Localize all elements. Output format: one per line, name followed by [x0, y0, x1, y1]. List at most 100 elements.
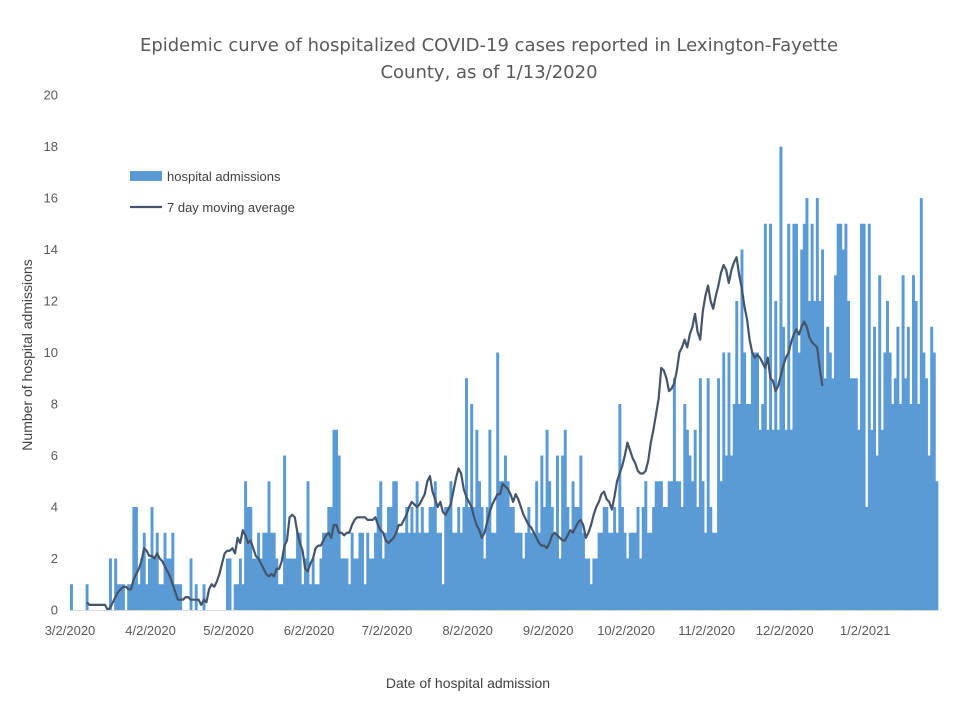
admission-bar	[415, 481, 419, 610]
admission-bar	[116, 584, 120, 610]
admission-bar	[155, 532, 159, 610]
admission-bar	[919, 198, 923, 610]
admission-bar	[711, 532, 715, 610]
admission-bar	[272, 532, 276, 610]
admission-bar	[722, 352, 726, 610]
admission-bar	[194, 584, 198, 610]
admission-bar	[413, 532, 416, 610]
admission-bar	[316, 584, 320, 610]
admission-bar	[623, 532, 627, 610]
y-tick-label: 2	[51, 551, 58, 566]
admission-bar	[841, 249, 845, 610]
admission-bar	[579, 455, 583, 610]
admission-bar	[381, 558, 385, 610]
admission-bar	[883, 352, 887, 610]
admission-bar	[587, 558, 591, 610]
y-tick-label: 0	[51, 603, 58, 618]
admission-bar	[145, 584, 149, 610]
admission-bar	[932, 352, 936, 610]
y-tick-label: 10	[44, 345, 58, 360]
admission-bar	[160, 584, 164, 610]
admission-bar	[540, 455, 544, 610]
admission-bar	[594, 558, 598, 610]
admission-bar	[368, 558, 372, 610]
admission-bar	[766, 429, 770, 610]
admission-bar	[727, 352, 731, 610]
admission-bar	[485, 507, 489, 610]
admission-bar	[527, 507, 531, 610]
admission-bar	[436, 532, 440, 610]
admission-bar	[225, 558, 229, 610]
x-tick-label: 6/2/2020	[284, 623, 335, 638]
admission-bar	[322, 532, 326, 610]
admission-bar	[342, 558, 346, 610]
admission-bar	[620, 507, 624, 610]
admission-bar	[691, 481, 695, 610]
admission-bar	[293, 558, 297, 610]
admission-bar	[350, 532, 354, 610]
admission-bar	[774, 301, 778, 610]
admission-bar	[737, 404, 741, 610]
y-tick-label: 18	[44, 139, 58, 154]
admission-bar	[452, 532, 455, 610]
admission-bar	[511, 507, 515, 610]
admission-bar	[917, 404, 921, 610]
admission-bar	[327, 507, 331, 610]
admission-bar	[615, 532, 619, 610]
admission-bar	[706, 378, 710, 610]
admission-bar	[714, 532, 718, 610]
legend-bar-label: hospital admissions	[167, 169, 281, 184]
admission-bar	[441, 584, 445, 610]
admission-bar	[912, 275, 915, 610]
admission-bar	[329, 507, 333, 610]
admission-bar	[137, 584, 141, 610]
admission-bar	[574, 507, 578, 610]
admission-bar	[821, 249, 824, 610]
chart-title-line2: County, as of 1/13/2020	[380, 62, 597, 83]
admission-bar	[815, 198, 819, 610]
admission-bar	[537, 532, 541, 610]
admission-bar	[873, 326, 876, 610]
admission-bar	[446, 507, 450, 610]
admission-bar	[865, 507, 869, 610]
admission-bar	[303, 558, 307, 610]
admission-bar	[589, 584, 593, 610]
admission-bar	[860, 223, 863, 610]
admission-bar	[410, 507, 414, 610]
admission-bar	[389, 507, 393, 610]
admission-bar	[467, 507, 471, 610]
admission-bar	[753, 352, 757, 610]
admission-bar	[828, 352, 832, 610]
admission-bar	[849, 378, 853, 610]
admission-bar	[366, 532, 370, 610]
admission-bar	[70, 584, 73, 610]
admission-bar	[459, 532, 463, 610]
admission-bar	[249, 507, 253, 610]
admission-bar	[397, 532, 401, 610]
y-tick-label: 20	[44, 88, 58, 103]
admission-bar	[285, 558, 289, 610]
x-tick-label: 4/2/2020	[125, 623, 176, 638]
admission-bar	[870, 429, 874, 610]
admission-bar	[147, 558, 151, 610]
admission-bar	[659, 481, 663, 610]
admission-bar	[633, 532, 637, 610]
admission-bar	[202, 584, 206, 610]
admission-bar	[119, 584, 123, 610]
x-tick-label: 8/2/2020	[442, 623, 493, 638]
admission-bar	[639, 558, 643, 610]
admission-bar	[314, 584, 318, 610]
admission-bar	[808, 301, 812, 610]
admission-bar	[709, 507, 713, 610]
admission-bar	[298, 532, 302, 610]
admission-bar	[428, 507, 432, 610]
admission-bar	[852, 378, 856, 610]
admission-bar	[374, 532, 378, 610]
admission-bar	[581, 532, 585, 610]
admission-bar	[228, 558, 232, 610]
admission-bar	[823, 378, 827, 610]
admission-bar	[847, 301, 850, 610]
x-tick-label: 5/2/2020	[203, 623, 254, 638]
admission-bar	[345, 558, 349, 610]
